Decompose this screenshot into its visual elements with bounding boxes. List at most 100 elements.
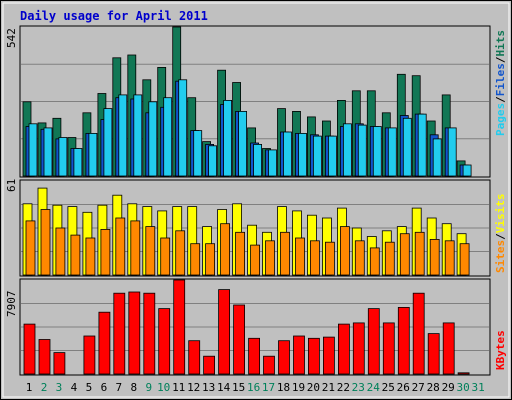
bar-pages-day-21 xyxy=(327,135,337,177)
bar-kbytes-day-8 xyxy=(128,291,141,375)
bar-kbytes-day-1 xyxy=(23,323,36,375)
legend-sites: Sites xyxy=(494,240,507,273)
x-tick-label: 14 xyxy=(217,381,231,394)
x-tick-label: 21 xyxy=(322,381,335,394)
legend-top: Pages/Files/Hits xyxy=(494,30,507,136)
x-axis-labels: 1 2 3 4 5 6 7 8 9 10 11 12 13 14 15 16 17 18 19 20 21 22 23 24 2… xyxy=(26,381,485,394)
panel-bottom-max-label: 7907 xyxy=(5,291,18,318)
x-tick-label: 18 xyxy=(277,381,290,394)
svg-text:Sites/Visits: Sites/Visits xyxy=(494,194,507,274)
x-tick-label: 9 xyxy=(145,381,152,394)
x-tick-label: 24 xyxy=(367,381,381,394)
bar-pages-day-2 xyxy=(43,127,53,177)
bar-kbytes-day-17 xyxy=(263,355,275,375)
legend-visits: Visits xyxy=(494,194,507,234)
bar-pages-day-7 xyxy=(118,94,128,177)
legend-sep-2: / xyxy=(494,56,507,63)
bar-pages-day-19 xyxy=(298,132,307,177)
bar-pages-day-12 xyxy=(193,130,203,177)
bar-kbytes-day-9 xyxy=(143,292,156,375)
bar-sites-day-1 xyxy=(25,220,36,276)
bar-kbytes-day-3 xyxy=(53,352,66,375)
x-tick-label: 26 xyxy=(397,381,410,394)
bar-sites-day-19 xyxy=(295,237,305,276)
bar-sites-day-4 xyxy=(70,234,81,276)
bar-sites-day-27 xyxy=(414,231,425,276)
bar-sites-day-3 xyxy=(55,227,66,276)
bar-sites-day-5 xyxy=(85,237,96,276)
bar-kbytes-day-5 xyxy=(83,335,96,375)
bar-sites-day-28 xyxy=(429,238,440,276)
bar-pages-day-16 xyxy=(253,143,263,177)
bar-kbytes-day-19 xyxy=(293,335,305,375)
bar-pages-day-4 xyxy=(73,148,83,177)
x-tick-label: 12 xyxy=(187,381,200,394)
x-tick-label: 10 xyxy=(157,381,170,394)
x-tick-label: 13 xyxy=(202,381,215,394)
x-tick-label: 22 xyxy=(337,381,350,394)
bar-pages-day-17 xyxy=(268,149,277,177)
bar-kbytes-day-6 xyxy=(98,311,111,375)
x-tick-label: 16 xyxy=(247,381,260,394)
x-tick-label: 29 xyxy=(442,381,455,394)
bar-sites-day-26 xyxy=(399,233,410,276)
bar-kbytes-day-12 xyxy=(188,340,201,375)
bar-pages-day-26 xyxy=(402,117,412,177)
legend-middle: Sites/Visits xyxy=(494,194,507,274)
bar-pages-day-10 xyxy=(163,97,173,177)
bar-sites-day-16 xyxy=(250,244,261,276)
bar-pages-day-18 xyxy=(283,131,292,177)
bar-pages-day-22 xyxy=(342,123,352,177)
bar-kbytes-day-21 xyxy=(322,336,335,375)
x-tick-label: 20 xyxy=(307,381,320,394)
bar-sites-day-29 xyxy=(444,240,455,276)
bar-kbytes-day-13 xyxy=(203,355,216,375)
x-tick-label: 17 xyxy=(262,381,275,394)
bar-kbytes-day-14 xyxy=(218,289,231,375)
bar-pages-day-1 xyxy=(28,123,38,177)
bar-pages-day-6 xyxy=(103,108,113,177)
bar-sites-day-14 xyxy=(220,223,231,276)
bar-pages-day-29 xyxy=(447,127,457,177)
bar-sites-day-7 xyxy=(115,217,126,276)
x-tick-label: 11 xyxy=(172,381,185,394)
bar-pages-day-9 xyxy=(148,101,158,177)
bar-kbytes-day-28 xyxy=(427,333,440,375)
bar-pages-day-8 xyxy=(133,94,143,177)
legend-hits: Hits xyxy=(494,30,507,57)
bar-kbytes-day-26 xyxy=(397,306,410,375)
bar-sites-day-17 xyxy=(265,240,275,276)
bar-kbytes-day-24 xyxy=(367,308,380,375)
bar-kbytes-day-25 xyxy=(382,322,395,375)
bar-sites-day-15 xyxy=(235,231,246,276)
bar-pages-day-25 xyxy=(387,127,397,177)
legend-sep-3: / xyxy=(494,233,507,240)
bar-sites-day-22 xyxy=(339,226,350,276)
bar-pages-day-27 xyxy=(417,113,427,177)
x-tick-label: 2 xyxy=(41,381,48,394)
bar-kbytes-day-11 xyxy=(173,279,186,375)
x-tick-label: 30 xyxy=(456,381,469,394)
x-tick-label: 7 xyxy=(115,381,122,394)
bar-pages-day-14 xyxy=(223,100,233,177)
bar-pages-day-13 xyxy=(208,145,218,177)
bar-sites-day-25 xyxy=(384,241,395,276)
x-tick-label: 6 xyxy=(101,381,108,394)
bar-sites-day-2 xyxy=(40,209,51,276)
bar-sites-day-23 xyxy=(354,240,365,276)
bar-pages-day-15 xyxy=(238,111,248,177)
x-tick-label: 28 xyxy=(427,381,440,394)
bars xyxy=(22,26,472,375)
bar-kbytes-day-22 xyxy=(337,323,350,375)
x-tick-label: 19 xyxy=(292,381,305,394)
legend-kbytes: KBytes xyxy=(494,330,507,370)
bar-pages-day-30 xyxy=(462,164,472,177)
bar-sites-day-10 xyxy=(160,237,171,276)
svg-text:KBytes: KBytes xyxy=(494,330,507,370)
bar-kbytes-day-7 xyxy=(113,292,126,375)
bar-sites-day-18 xyxy=(280,231,290,276)
legend-sep-1: / xyxy=(494,96,507,103)
bar-pages-day-3 xyxy=(58,137,68,177)
